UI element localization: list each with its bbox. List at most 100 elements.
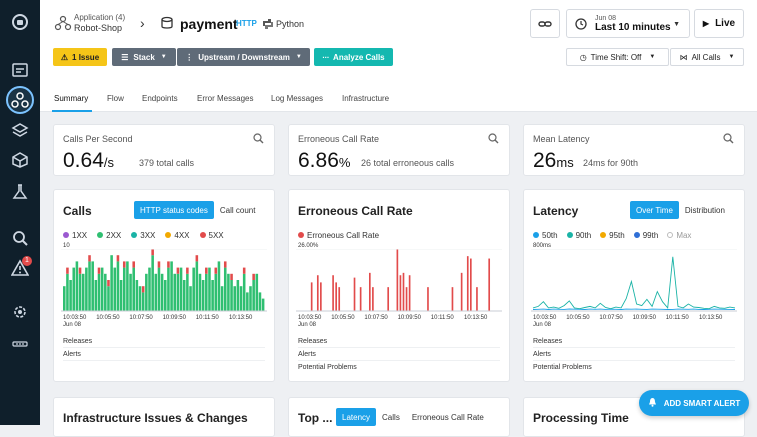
cube-icon[interactable] — [10, 150, 30, 170]
time-shift-dropdown[interactable]: ◷ Time Shift: Off ▼ — [566, 48, 669, 66]
top-erroneous-tab[interactable]: Erroneous Call Rate — [411, 412, 484, 422]
x-tick-label: 10:07:50 — [129, 315, 153, 321]
more-icon[interactable] — [10, 334, 30, 354]
kpi-unit: % — [338, 155, 351, 170]
bar-error-rate — [332, 275, 334, 311]
call-count-toggle[interactable]: Call count — [219, 205, 256, 215]
bar-2xx — [214, 273, 218, 311]
bar-error-rate — [405, 287, 408, 311]
legend-item[interactable]: 5XX — [199, 231, 224, 240]
alert-icon[interactable] — [10, 258, 30, 278]
warning-icon: ⚠ — [60, 52, 69, 62]
all-calls-dropdown[interactable]: ⋈ All Calls ▼ — [670, 48, 744, 66]
legend-item[interactable]: 1XX — [63, 231, 87, 240]
caret-down-icon: ▼ — [295, 54, 302, 60]
flask-icon[interactable] — [10, 182, 30, 202]
alerts-row-label: Alerts — [298, 351, 316, 358]
bar-error-rate — [476, 287, 478, 311]
bar-5xx — [223, 261, 227, 268]
erroneous-call-rate-card: Erroneous Call Rate 6.86% 26 total erron… — [288, 124, 510, 176]
kpi-value: 6.86% — [298, 149, 350, 173]
bar-2xx — [220, 286, 224, 311]
bar-error-rate — [488, 258, 491, 311]
alert-count-badge: 1 — [22, 256, 32, 266]
dashboard-icon[interactable] — [10, 60, 30, 80]
settings-icon[interactable] — [10, 302, 30, 322]
infrastructure-issues-card: Infrastructure Issues & Changes — [53, 397, 275, 437]
legend-item[interactable]: 3XX — [131, 231, 155, 240]
x-tick-label: 10:07:50 — [599, 315, 623, 321]
kpi-value: 0.64/s — [63, 149, 114, 173]
legend-item[interactable]: 4XX — [165, 231, 190, 240]
top-latency-tab[interactable]: Latency — [336, 408, 377, 426]
bar-2xx — [242, 273, 246, 311]
logo-icon[interactable] — [10, 12, 30, 32]
bar-2xx — [255, 273, 259, 311]
over-time-toggle[interactable]: Over Time — [630, 201, 679, 219]
legend-label: Max — [676, 231, 692, 240]
tabs-bar: Summary Flow Endpoints Error Messages Lo… — [40, 78, 757, 112]
bar-2xx — [195, 261, 199, 311]
legend-item[interactable]: 95th — [600, 231, 625, 240]
kpi-title: Erroneous Call Rate — [298, 134, 380, 144]
time-range-label: Last 10 minutes — [595, 21, 671, 33]
tab-error-messages[interactable]: Error Messages — [197, 94, 254, 103]
http-status-codes-toggle[interactable]: HTTP status codes — [134, 201, 214, 219]
x-tick-label: Jun 08 — [298, 322, 317, 328]
clock-icon — [575, 17, 587, 30]
bar-5xx — [116, 255, 120, 262]
bar-2xx — [154, 273, 158, 311]
analyze-calls-button[interactable]: ∙∙∙ Analyze Calls — [314, 48, 393, 66]
upstream-downstream-button[interactable]: ⋮ Upstream / Downstream ▼ — [177, 48, 310, 66]
top-calls-tab[interactable]: Calls — [382, 412, 400, 422]
services-icon[interactable] — [6, 86, 34, 114]
legend-item[interactable]: Erroneous Call Rate — [298, 231, 379, 240]
issue-button[interactable]: ⚠ 1 Issue — [53, 48, 107, 66]
tab-summary[interactable]: Summary — [54, 94, 89, 103]
play-icon: ▶ — [702, 19, 710, 28]
application-name[interactable]: Robot-Shop — [74, 23, 123, 33]
tab-endpoints[interactable]: Endpoints — [142, 94, 178, 103]
bar-error-rate — [368, 272, 371, 311]
bar-2xx — [261, 298, 265, 311]
bar-error-rate — [335, 282, 337, 311]
time-shift-label: Time Shift: Off — [590, 52, 642, 62]
tab-infrastructure[interactable]: Infrastructure — [342, 94, 390, 103]
bar-error-rate — [387, 287, 390, 311]
legend-label: 50th — [542, 231, 558, 240]
bar-2xx — [258, 292, 262, 311]
add-smart-alert-button[interactable]: ADD SMART ALERT — [639, 390, 749, 416]
bar-5xx — [186, 267, 189, 274]
tab-flow[interactable]: Flow — [107, 94, 124, 103]
stack-button[interactable]: ☰ Stack ▼ — [112, 48, 176, 66]
zoom-icon[interactable] — [723, 133, 734, 144]
bar-2xx — [182, 280, 186, 311]
zoom-icon[interactable] — [253, 133, 264, 144]
bar-error-rate — [460, 272, 463, 311]
time-range-picker[interactable]: Jun 08 Last 10 minutes ▼ — [566, 9, 690, 38]
layers-icon[interactable] — [10, 120, 30, 140]
distribution-toggle[interactable]: Distribution — [684, 205, 725, 215]
zoom-icon[interactable] — [488, 133, 499, 144]
card-title: Calls — [63, 204, 92, 218]
legend-label: 2XX — [106, 231, 122, 240]
live-button[interactable]: ▶ Live — [694, 9, 744, 38]
card-title: Top ... — [298, 411, 333, 425]
tab-log-messages[interactable]: Log Messages — [271, 94, 324, 103]
divider — [298, 347, 500, 348]
bar-5xx — [214, 267, 218, 274]
legend-item[interactable]: 90th — [566, 231, 591, 240]
x-tick-label: 10:05:50 — [331, 315, 355, 321]
legend-item[interactable]: 2XX — [97, 231, 121, 240]
caret-down-icon: ▼ — [160, 54, 167, 60]
bar-2xx — [201, 280, 205, 311]
search-icon[interactable] — [10, 228, 30, 248]
link-button[interactable] — [530, 9, 560, 38]
legend-item[interactable]: Max — [667, 231, 691, 240]
legend-item[interactable]: 99th — [633, 231, 658, 240]
bell-icon — [648, 397, 657, 409]
legend-item[interactable]: 50th — [533, 231, 558, 240]
